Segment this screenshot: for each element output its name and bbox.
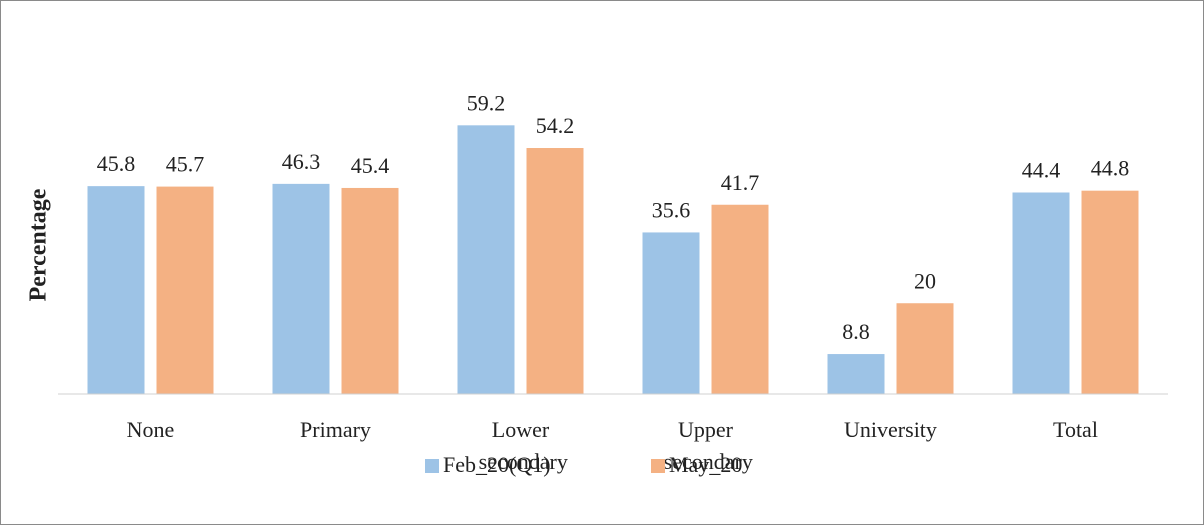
bar (1012, 192, 1070, 394)
bar (1081, 190, 1139, 394)
legend-label: May_20 (669, 452, 742, 477)
legend-label: Feb_20(Q1) (443, 452, 551, 477)
value-label: 45.4 (351, 153, 390, 178)
x-tick-label: Lower secondary (473, 417, 568, 474)
legend-swatch (425, 459, 439, 473)
bar (272, 183, 330, 394)
bar (457, 125, 515, 395)
bar (711, 204, 769, 394)
bar (642, 232, 700, 394)
value-label: 46.3 (282, 149, 321, 174)
bar (526, 148, 584, 394)
value-label: 8.8 (842, 319, 870, 344)
value-label: 44.8 (1091, 156, 1130, 181)
value-label: 35.6 (652, 197, 691, 222)
value-label: 54.2 (536, 113, 575, 138)
value-label: 41.7 (721, 170, 760, 195)
x-tick-label: Upper secondary (658, 417, 753, 474)
x-tick-label: University (844, 417, 937, 442)
bar (87, 186, 145, 394)
y-axis-label: Percentage (26, 188, 52, 301)
value-label: 45.8 (97, 151, 136, 176)
value-label: 59.2 (467, 90, 506, 115)
bar (827, 354, 885, 394)
x-tick-label: None (127, 417, 175, 442)
x-tick-label: Primary (300, 417, 371, 442)
x-tick-label: Total (1053, 417, 1098, 442)
legend-swatch (651, 459, 665, 473)
value-label: 20 (914, 268, 936, 293)
value-label: 45.7 (166, 152, 205, 177)
bar (341, 187, 399, 394)
value-label: 44.4 (1022, 158, 1061, 183)
bar (156, 186, 214, 394)
bar (896, 303, 954, 394)
